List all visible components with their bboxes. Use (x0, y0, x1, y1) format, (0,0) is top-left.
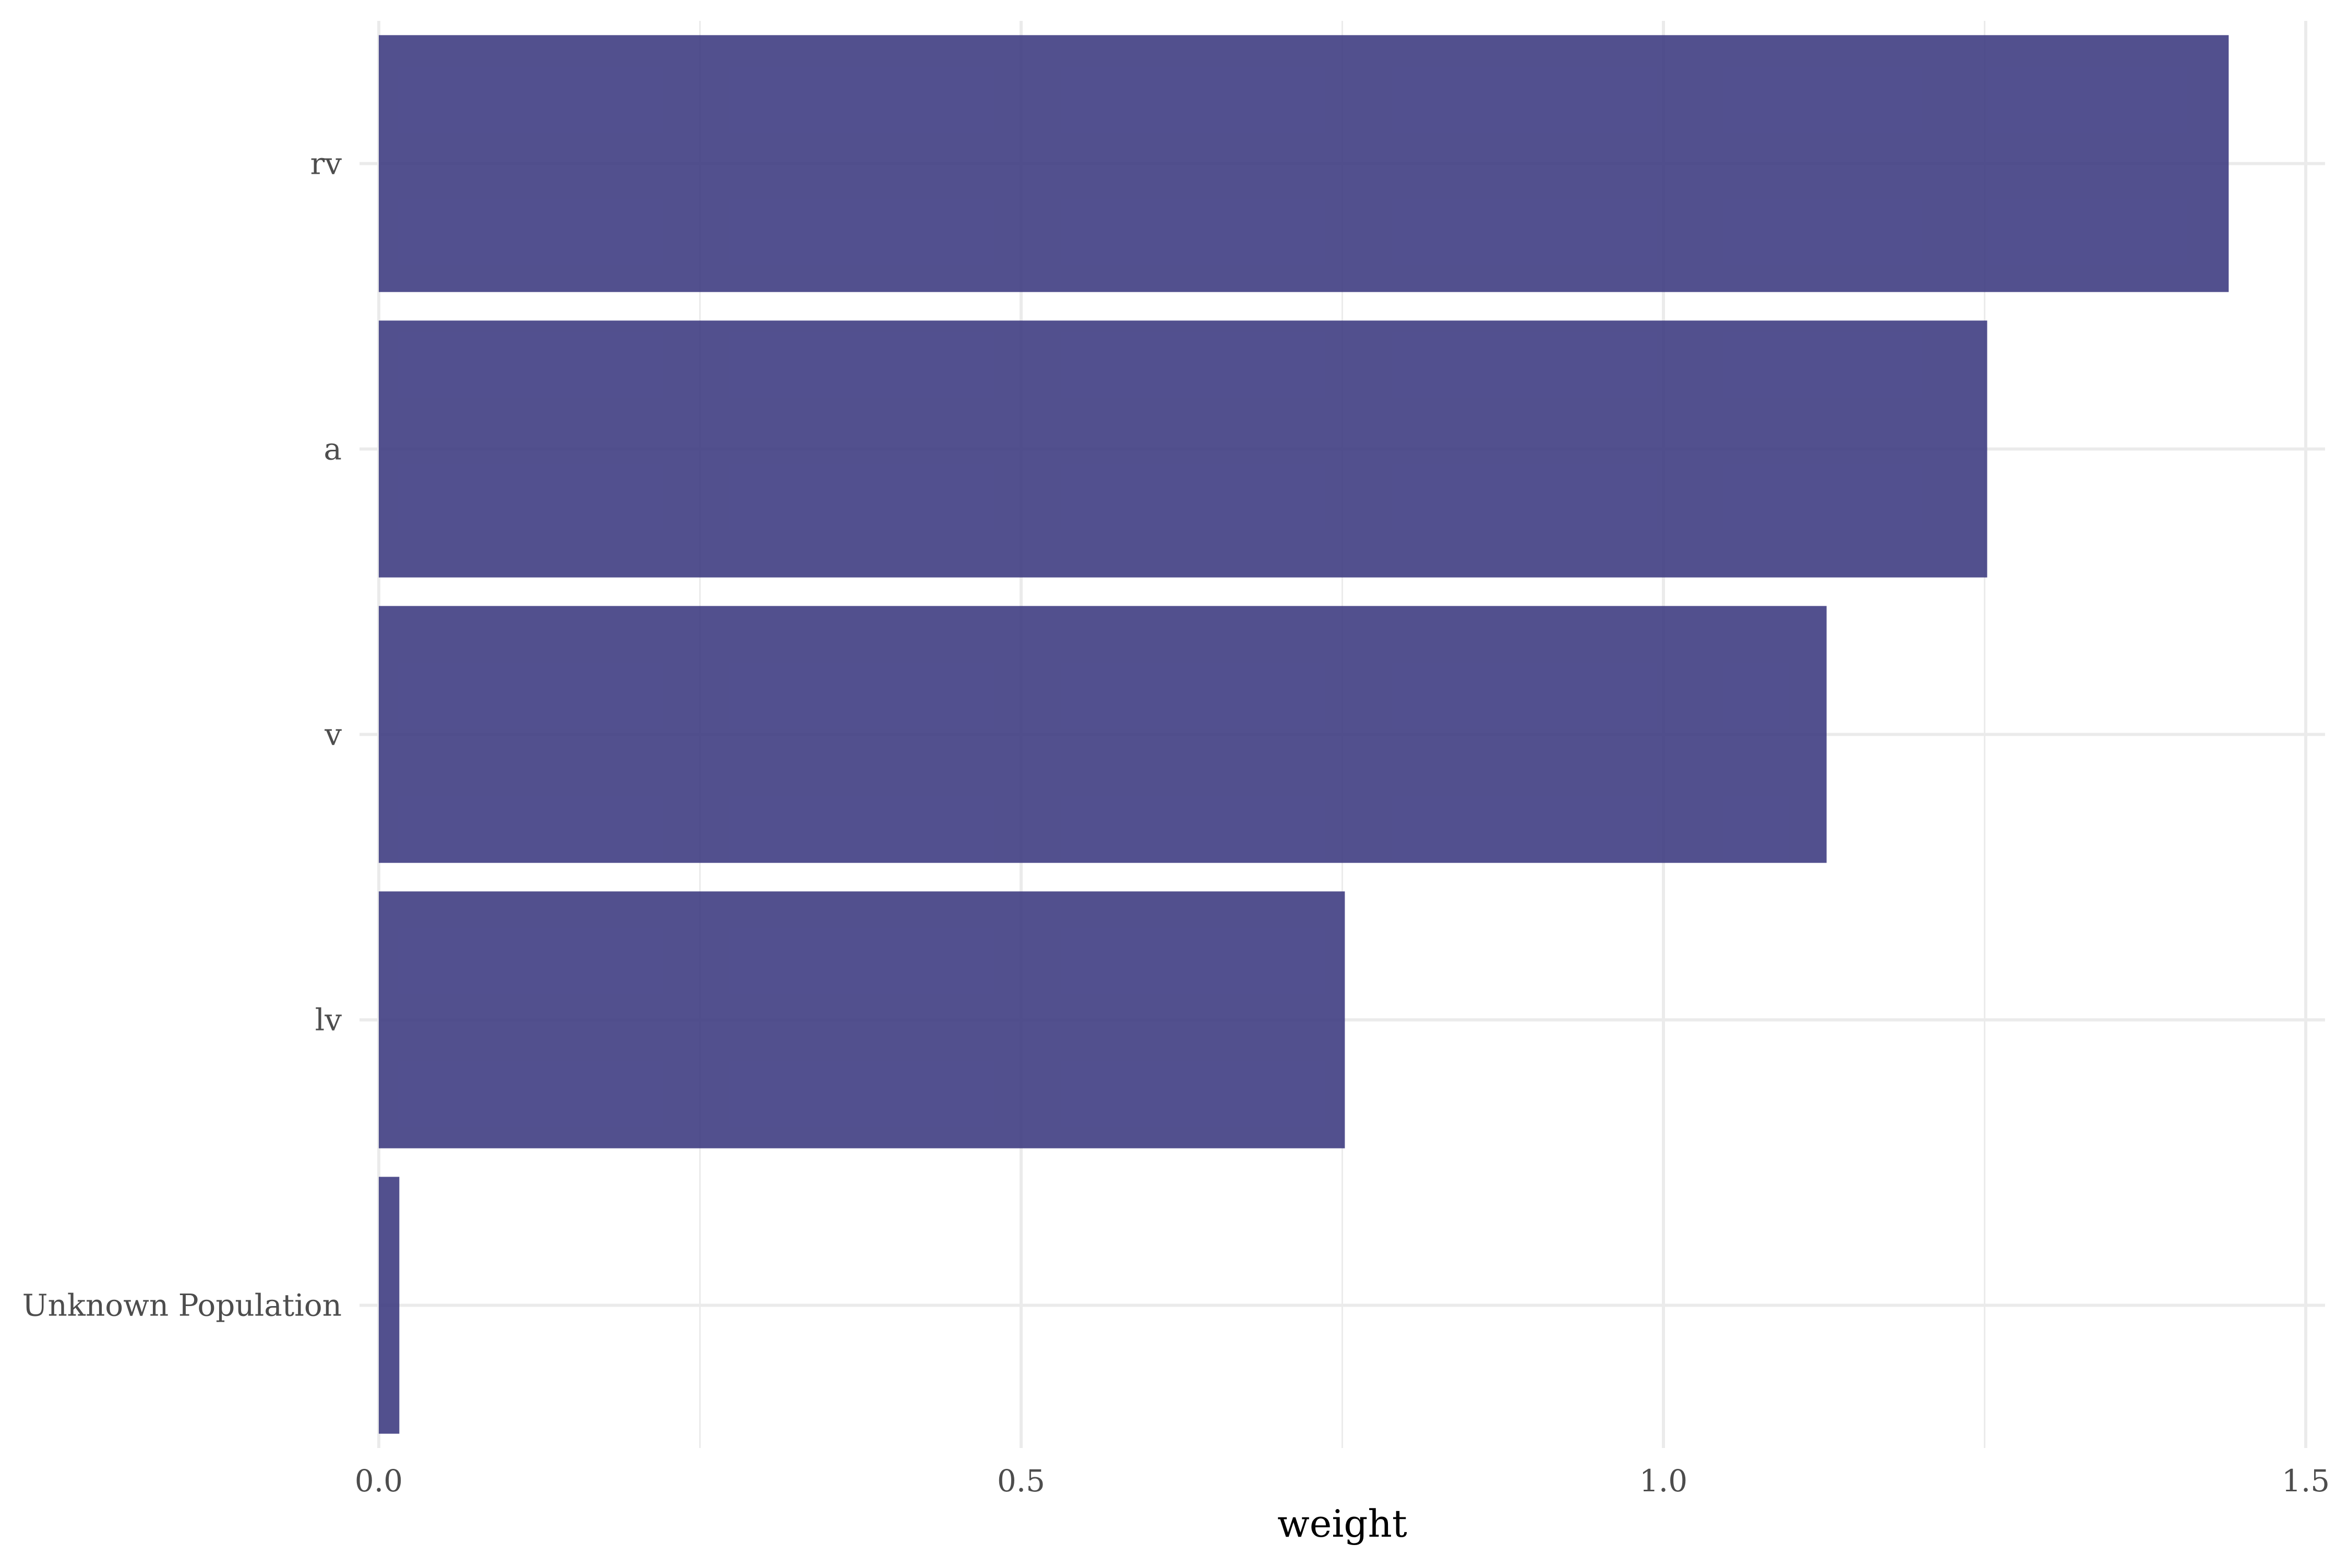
x-axis-labels: 0.0 0.5 1.0 1.5 (355, 1463, 2330, 1499)
y-tick-label: lv (315, 1002, 342, 1038)
x-tick-label: 0.0 (355, 1463, 403, 1499)
bar-lv (378, 891, 1345, 1148)
x-tick-label: 0.5 (997, 1463, 1045, 1499)
bar-unknown-population (378, 1177, 400, 1434)
bars (378, 35, 2229, 1434)
bar-v (378, 606, 1827, 863)
bar-a (378, 320, 1987, 578)
x-axis-title: weight (1277, 1502, 1407, 1546)
y-axis-labels: rv a v lv Unknown Population (22, 146, 342, 1323)
x-tick-label: 1.0 (1639, 1463, 1687, 1499)
y-tick-label: v (324, 717, 342, 752)
y-tick-label: a (324, 432, 342, 467)
y-tick-label: rv (310, 146, 342, 182)
bar-rv (378, 35, 2229, 292)
y-tick-label: Unknown Population (22, 1288, 342, 1323)
x-tick-label: 1.5 (2282, 1463, 2330, 1499)
